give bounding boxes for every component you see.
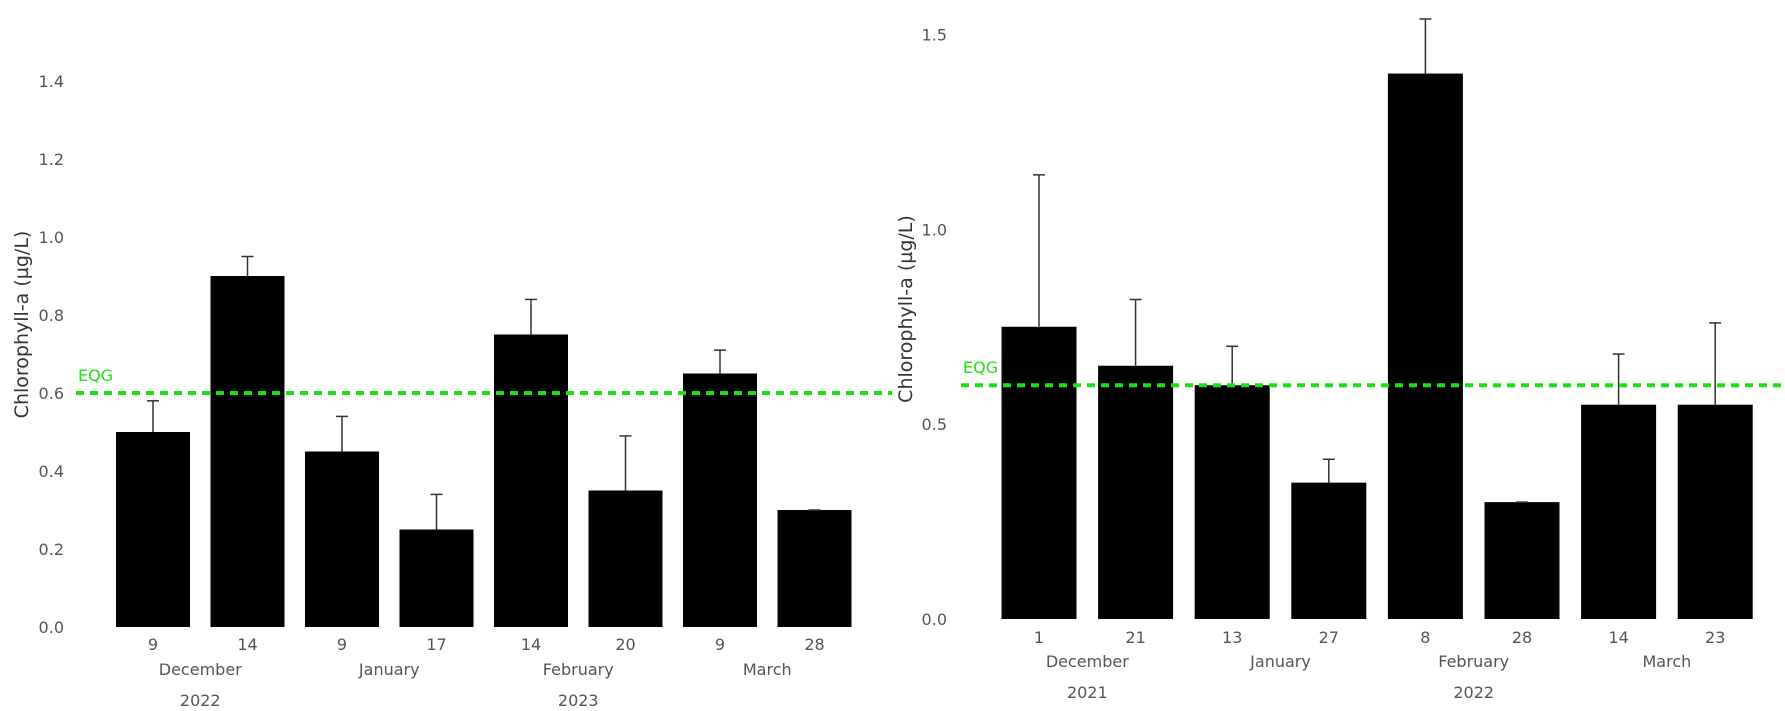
eqg-label: EQG bbox=[963, 358, 998, 377]
bar bbox=[116, 432, 190, 627]
y-tick-label: 0.2 bbox=[39, 540, 64, 559]
bar bbox=[210, 276, 285, 627]
bar bbox=[1291, 482, 1367, 619]
bar bbox=[1001, 326, 1077, 619]
y-tick-label: 1.0 bbox=[39, 228, 64, 247]
bar bbox=[494, 334, 568, 627]
x-month-label: March bbox=[1643, 652, 1692, 671]
y-tick-label: 1.2 bbox=[39, 150, 64, 169]
y-tick-label: 0.0 bbox=[39, 618, 64, 637]
bar bbox=[1581, 404, 1657, 619]
bar bbox=[305, 451, 379, 627]
y-axis-title: Chlorophyll-a (µg/L) bbox=[11, 231, 33, 419]
bar bbox=[1098, 365, 1174, 619]
y-tick-label: 0.5 bbox=[922, 415, 947, 434]
x-month-label: December bbox=[1046, 652, 1129, 671]
y-tick-label: 0.4 bbox=[39, 462, 64, 481]
x-tick-label: 14 bbox=[521, 635, 541, 654]
x-year-label: 2021 bbox=[1067, 683, 1108, 702]
x-tick-label: 9 bbox=[715, 635, 725, 654]
y-tick-label: 1.0 bbox=[922, 220, 947, 239]
x-tick-label: 13 bbox=[1222, 628, 1242, 647]
left-chart-panel: 0.0 0.2 0.4 0.6 0.8 1.0 1.2 1.4 Chlorophyll-a (µ… bbox=[11, 72, 892, 710]
bar bbox=[1387, 73, 1463, 619]
bar bbox=[1194, 385, 1270, 619]
x-year-label: 2023 bbox=[558, 691, 599, 710]
x-tick-label: 20 bbox=[615, 635, 635, 654]
x-month-label: February bbox=[543, 660, 614, 679]
x-month-label: December bbox=[159, 660, 242, 679]
x-tick-label: 17 bbox=[426, 635, 446, 654]
x-tick-label: 23 bbox=[1705, 628, 1725, 647]
eqg-label: EQG bbox=[78, 366, 113, 385]
x-tick-label: 8 bbox=[1420, 628, 1430, 647]
x-tick-label: 9 bbox=[148, 635, 158, 654]
x-tick-label: 14 bbox=[237, 635, 257, 654]
bar bbox=[1677, 404, 1753, 619]
y-tick-label: 1.4 bbox=[39, 72, 64, 91]
x-tick-label: 21 bbox=[1125, 628, 1145, 647]
x-tick-label: 28 bbox=[1512, 628, 1532, 647]
x-month-label: March bbox=[743, 660, 792, 679]
bar bbox=[683, 373, 757, 627]
y-tick-label: 1.5 bbox=[922, 26, 947, 45]
x-tick-label: 14 bbox=[1608, 628, 1628, 647]
x-year-label: 2022 bbox=[180, 691, 221, 710]
x-month-label: January bbox=[358, 660, 420, 679]
bar bbox=[399, 529, 474, 627]
bar bbox=[1484, 502, 1560, 619]
y-axis-title: Chlorophyll-a (µg/L) bbox=[895, 215, 917, 403]
y-tick-label: 0.8 bbox=[39, 306, 64, 325]
x-month-label: January bbox=[1249, 652, 1311, 671]
x-tick-label: 27 bbox=[1319, 628, 1339, 647]
x-tick-label: 28 bbox=[804, 635, 824, 654]
bar bbox=[588, 490, 663, 627]
x-month-label: February bbox=[1438, 652, 1509, 671]
right-chart-panel: 0.0 0.5 1.0 1.5 Chlorophyll-a (µg/L) EQG 1 21 13… bbox=[895, 18, 1785, 702]
y-tick-label: 0.6 bbox=[39, 384, 64, 403]
x-year-label: 2022 bbox=[1453, 683, 1494, 702]
y-tick-label: 0.0 bbox=[922, 610, 947, 629]
x-tick-label: 1 bbox=[1034, 628, 1044, 647]
bar bbox=[777, 510, 852, 627]
x-tick-label: 9 bbox=[337, 635, 347, 654]
